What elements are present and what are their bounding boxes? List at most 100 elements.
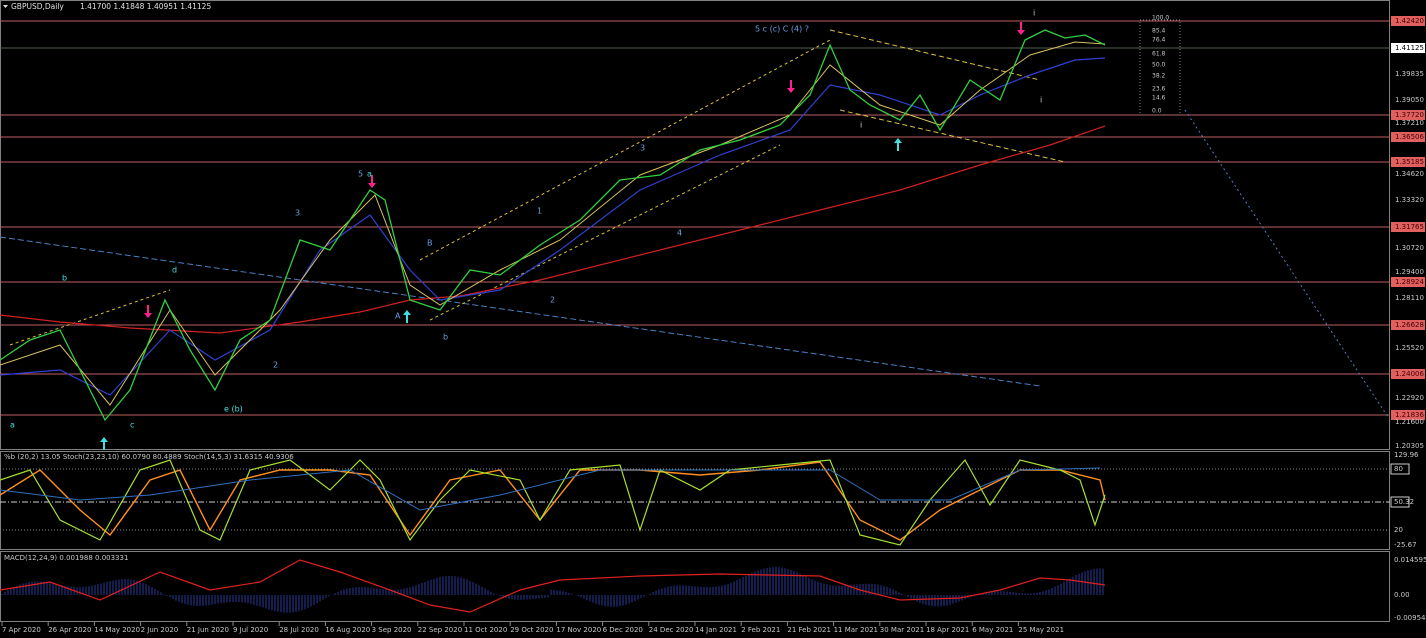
price-box bbox=[1391, 369, 1425, 379]
sell-arrow bbox=[787, 80, 795, 93]
fib-label: 50.0 bbox=[1152, 62, 1166, 69]
osc-axis-label: 129.96 bbox=[1394, 451, 1419, 459]
price-label: 1.20305 bbox=[1395, 442, 1424, 450]
wave-label: 1 bbox=[537, 207, 542, 216]
time-label: 14 May 2020 bbox=[94, 626, 140, 634]
macd-histogram bbox=[1, 567, 1104, 613]
price-box bbox=[1391, 132, 1425, 142]
fib-label: 23.6 bbox=[1152, 86, 1166, 93]
wave-label: B bbox=[427, 239, 433, 248]
wave-label: i bbox=[1033, 9, 1035, 18]
price-label: 1.34620 bbox=[1395, 170, 1424, 178]
buy-arrow bbox=[894, 138, 902, 151]
price-label: 1.42420 bbox=[1395, 17, 1424, 25]
wave-label: e (b) bbox=[224, 405, 243, 414]
price-label: 1.37720 bbox=[1395, 111, 1424, 119]
sell-arrow bbox=[144, 305, 152, 318]
wave-label: d bbox=[172, 266, 177, 275]
price-label: 1.33320 bbox=[1395, 196, 1424, 204]
sell-arrow bbox=[1017, 22, 1025, 35]
sell-arrow bbox=[368, 175, 376, 188]
fib-label: 14.6 bbox=[1152, 95, 1166, 102]
wave-label: 5 bbox=[358, 170, 363, 179]
channel bbox=[9, 289, 171, 346]
time-label: 11 Mar 2021 bbox=[834, 626, 878, 634]
time-label: 6 Dec 2020 bbox=[603, 626, 643, 634]
wave-label: 5 c (c) C (4) ? bbox=[755, 25, 809, 34]
wave-label: b bbox=[443, 333, 448, 342]
time-label: 6 May 2021 bbox=[972, 626, 1013, 634]
price-label: 1.36506 bbox=[1395, 133, 1424, 141]
time-label: 22 Sep 2020 bbox=[418, 626, 462, 634]
wave-label: 3 bbox=[640, 144, 645, 153]
time-label: 11 Oct 2020 bbox=[464, 626, 507, 634]
channel bbox=[829, 29, 1041, 81]
osc-axis-label: 80 bbox=[1394, 465, 1403, 473]
osc-title: %b (20,2) 13.05 Stoch(23,23,10) 60.0790 … bbox=[4, 453, 294, 461]
price-label: 1.39050 bbox=[1395, 96, 1424, 104]
time-label: 2 Jun 2020 bbox=[141, 626, 179, 634]
price-box bbox=[1391, 222, 1425, 232]
price-box bbox=[1391, 16, 1425, 26]
time-label: 3 Sep 2020 bbox=[372, 626, 412, 634]
price-label: 1.25520 bbox=[1395, 344, 1424, 352]
price-box bbox=[1391, 43, 1425, 53]
price-box bbox=[1391, 410, 1425, 420]
time-label: 21 Jun 2020 bbox=[187, 626, 229, 634]
stoch-slow bbox=[0, 461, 1106, 541]
main-panel bbox=[0, 0, 1390, 450]
time-label: 2 Feb 2021 bbox=[741, 626, 780, 634]
price-label: 1.41125 bbox=[1395, 44, 1424, 52]
price-label: 1.26628 bbox=[1395, 321, 1424, 329]
wave-label: a bbox=[10, 421, 15, 430]
wave-label: 2 bbox=[550, 296, 555, 305]
price-label: 1.22920 bbox=[1395, 394, 1424, 402]
wave-label: A bbox=[395, 312, 401, 321]
fib-label: 76.4 bbox=[1152, 37, 1166, 44]
price-label: 1.39835 bbox=[1395, 70, 1424, 78]
channel bbox=[839, 109, 1066, 163]
trendline bbox=[0, 236, 1041, 387]
time-label: 24 Dec 2020 bbox=[649, 626, 694, 634]
time-label: 26 Apr 2020 bbox=[48, 626, 91, 634]
osc-axis-label: -25.67 bbox=[1394, 541, 1417, 549]
time-label: 18 Apr 2021 bbox=[926, 626, 969, 634]
price-box bbox=[1391, 110, 1425, 120]
osc-box bbox=[1390, 496, 1410, 508]
wave-label: 2 bbox=[273, 361, 278, 370]
price-box bbox=[1391, 277, 1425, 287]
time-label: 9 Jul 2020 bbox=[233, 626, 268, 634]
price-path bbox=[0, 29, 1106, 422]
osc-axis-label: 20 bbox=[1394, 526, 1403, 534]
time-label: 14 Jan 2021 bbox=[695, 626, 737, 634]
price-label: 1.21836 bbox=[1395, 411, 1424, 419]
price-label: 1.31765 bbox=[1395, 223, 1424, 231]
price-label: 1.21600 bbox=[1395, 418, 1424, 426]
time-label: 17 Nov 2020 bbox=[556, 626, 601, 634]
price-label: 1.35185 bbox=[1395, 158, 1424, 166]
horizontal-levels bbox=[0, 20, 1390, 416]
ma-short bbox=[0, 41, 1106, 406]
channel bbox=[429, 144, 781, 321]
fib-label: 85.4 bbox=[1152, 28, 1166, 35]
time-label: 28 Jul 2020 bbox=[279, 626, 319, 634]
wave-label: b bbox=[62, 274, 67, 283]
fib-box bbox=[1139, 19, 1181, 116]
wave-label: 3 bbox=[295, 209, 300, 218]
macd-axis-label: 0.014595 bbox=[1394, 556, 1426, 564]
time-label: 21 Feb 2021 bbox=[787, 626, 831, 634]
price-box bbox=[1391, 157, 1425, 167]
time-label: 16 Aug 2020 bbox=[325, 626, 370, 634]
wave-label: i bbox=[1040, 96, 1042, 105]
menu-triangle bbox=[3, 5, 8, 8]
price-label: 1.30720 bbox=[1395, 244, 1424, 252]
buy-arrow bbox=[100, 437, 108, 450]
ohlc: 1.41700 1.41848 1.40951 1.41125 bbox=[80, 2, 211, 11]
time-label: 29 Oct 2020 bbox=[510, 626, 553, 634]
symbol: GBPUSD,Daily bbox=[11, 2, 64, 11]
wave-label: c bbox=[130, 421, 134, 430]
time-label: 25 May 2021 bbox=[1018, 626, 1064, 634]
